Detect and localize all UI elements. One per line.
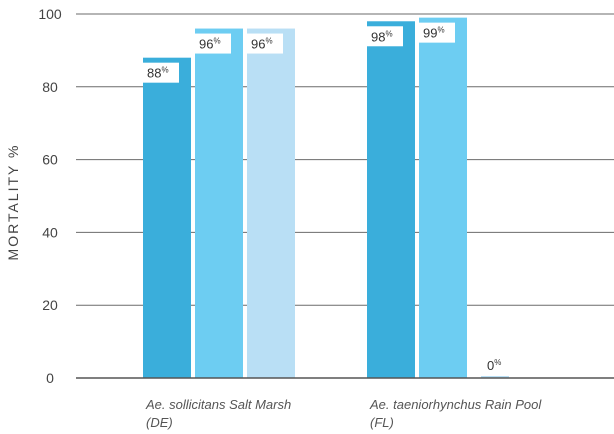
y-tick-label: 0 [46, 370, 54, 386]
data-label: 98% [367, 26, 403, 47]
data-label-box [419, 22, 455, 43]
y-tick-label: 40 [42, 224, 58, 240]
data-label-box [247, 33, 283, 54]
y-tick-label: 100 [38, 6, 62, 22]
data-label-value: 88 [147, 66, 161, 81]
y-axis-title: MORTALITY % [5, 144, 21, 261]
data-label-value: 96 [199, 37, 213, 52]
data-label: 0% [487, 358, 501, 373]
bar [247, 28, 295, 379]
x-category-label: Ae. taeniorhynchus Rain Pool [369, 397, 542, 412]
x-category-label-line2: (DE) [146, 415, 173, 430]
data-label-suffix: % [265, 37, 272, 46]
data-label-text: 98% [371, 29, 393, 44]
data-label-value: 99 [423, 26, 437, 41]
data-label: 96% [247, 33, 283, 54]
bar [143, 57, 191, 379]
x-category-label: Ae. sollicitans Salt Marsh [145, 397, 291, 412]
data-label-value: 96 [251, 37, 265, 52]
data-label: 96% [195, 33, 231, 54]
bar [367, 21, 415, 379]
data-label-box [195, 33, 231, 54]
data-label-suffix: % [385, 29, 392, 38]
data-label-suffix: % [494, 358, 501, 367]
y-tick-label: 20 [42, 297, 58, 313]
data-label-suffix: % [161, 66, 168, 75]
bar [481, 376, 509, 378]
data-label-value: 0 [487, 358, 494, 373]
data-label-suffix: % [437, 26, 444, 35]
data-label-text: 88% [147, 66, 169, 81]
data-label-value: 98 [371, 29, 385, 44]
x-category-label-line2: (FL) [370, 415, 394, 430]
data-label-box [143, 62, 179, 83]
bar [419, 17, 467, 378]
data-label-suffix: % [213, 37, 220, 46]
data-label: 88% [143, 62, 179, 83]
y-tick-label: 60 [42, 152, 58, 168]
data-label-text: 96% [251, 37, 273, 52]
bar [195, 28, 243, 379]
y-tick-label: 80 [42, 79, 58, 95]
data-label-box [367, 26, 403, 47]
data-label-text: 99% [423, 26, 445, 41]
data-label-text: 0% [487, 358, 501, 373]
data-label: 99% [419, 22, 455, 43]
data-label-text: 96% [199, 37, 221, 52]
